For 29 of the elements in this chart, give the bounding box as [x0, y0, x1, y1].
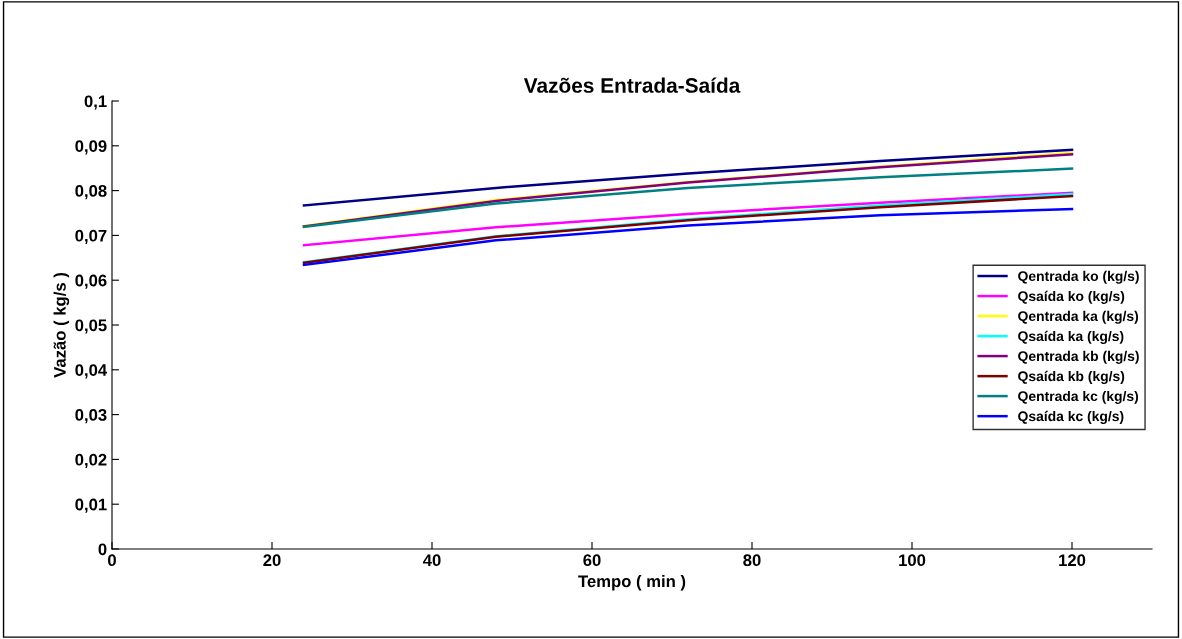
y-tick-label: 0,08 [75, 185, 107, 200]
x-tick-label: 80 [743, 554, 761, 567]
x-tick-label: 120 [1059, 554, 1086, 567]
y-tick-label: 0,03 [75, 409, 107, 424]
legend-label: Qentrada ka (kg/s) [1018, 310, 1139, 324]
y-tick-label: 0,04 [75, 364, 108, 379]
legend-label: Qsaída kc (kg/s) [1018, 410, 1124, 424]
y-tick-label: 0,07 [75, 229, 107, 245]
y-tick-label: 0,01 [75, 498, 107, 513]
legend-label: Qentrada kc (kg/s) [1018, 390, 1139, 404]
y-tick-label: 0,1 [84, 95, 107, 110]
y-tick-label: 0,06 [75, 274, 107, 289]
y-tick-label: 0,09 [75, 140, 107, 155]
legend-label: Qentrada kb (kg/s) [1018, 350, 1139, 364]
y-tick-label: 0,02 [75, 453, 107, 469]
legend-label: Qsaída ko (kg/s) [1018, 290, 1125, 304]
y-tick-label: 0 [98, 543, 107, 556]
y-tick-label: 0,05 [75, 319, 107, 334]
x-axis-title: Tempo ( min ) [578, 574, 686, 591]
legend-label: Qsaída kb (kg/s) [1018, 370, 1125, 384]
x-tick-label: 20 [263, 554, 281, 567]
chart-title: Vazões Entrada-Saída [523, 77, 741, 93]
y-axis-title: Vazão ( kg/s ) [53, 273, 70, 378]
legend-label: Qsaída ka (kg/s) [1018, 330, 1124, 344]
legend-label: Qentrada ko (kg/s) [1018, 270, 1139, 284]
x-tick-label: 60 [583, 554, 601, 567]
x-tick-label: 40 [422, 554, 441, 567]
x-tick-label: 0 [108, 554, 116, 567]
x-tick-label: 100 [899, 554, 926, 567]
